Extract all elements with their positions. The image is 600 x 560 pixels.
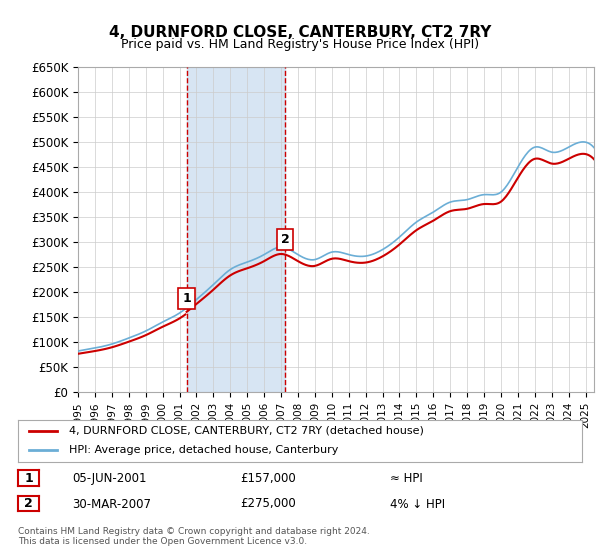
- Text: ≈ HPI: ≈ HPI: [390, 472, 423, 486]
- Text: Price paid vs. HM Land Registry's House Price Index (HPI): Price paid vs. HM Land Registry's House …: [121, 38, 479, 50]
- Text: £157,000: £157,000: [240, 472, 296, 486]
- Text: 2: 2: [281, 233, 289, 246]
- Text: 1: 1: [182, 292, 191, 305]
- Text: HPI: Average price, detached house, Canterbury: HPI: Average price, detached house, Cant…: [69, 445, 338, 455]
- Text: 05-JUN-2001: 05-JUN-2001: [72, 472, 146, 486]
- Text: 2: 2: [24, 497, 33, 510]
- Text: 1: 1: [24, 472, 33, 485]
- Text: 4% ↓ HPI: 4% ↓ HPI: [390, 497, 445, 511]
- Text: 4, DURNFORD CLOSE, CANTERBURY, CT2 7RY (detached house): 4, DURNFORD CLOSE, CANTERBURY, CT2 7RY (…: [69, 426, 424, 436]
- Text: Contains HM Land Registry data © Crown copyright and database right 2024.
This d: Contains HM Land Registry data © Crown c…: [18, 526, 370, 546]
- Text: £275,000: £275,000: [240, 497, 296, 511]
- Bar: [187, 67, 285, 392]
- Text: 30-MAR-2007: 30-MAR-2007: [72, 497, 151, 511]
- Text: 4, DURNFORD CLOSE, CANTERBURY, CT2 7RY: 4, DURNFORD CLOSE, CANTERBURY, CT2 7RY: [109, 25, 491, 40]
